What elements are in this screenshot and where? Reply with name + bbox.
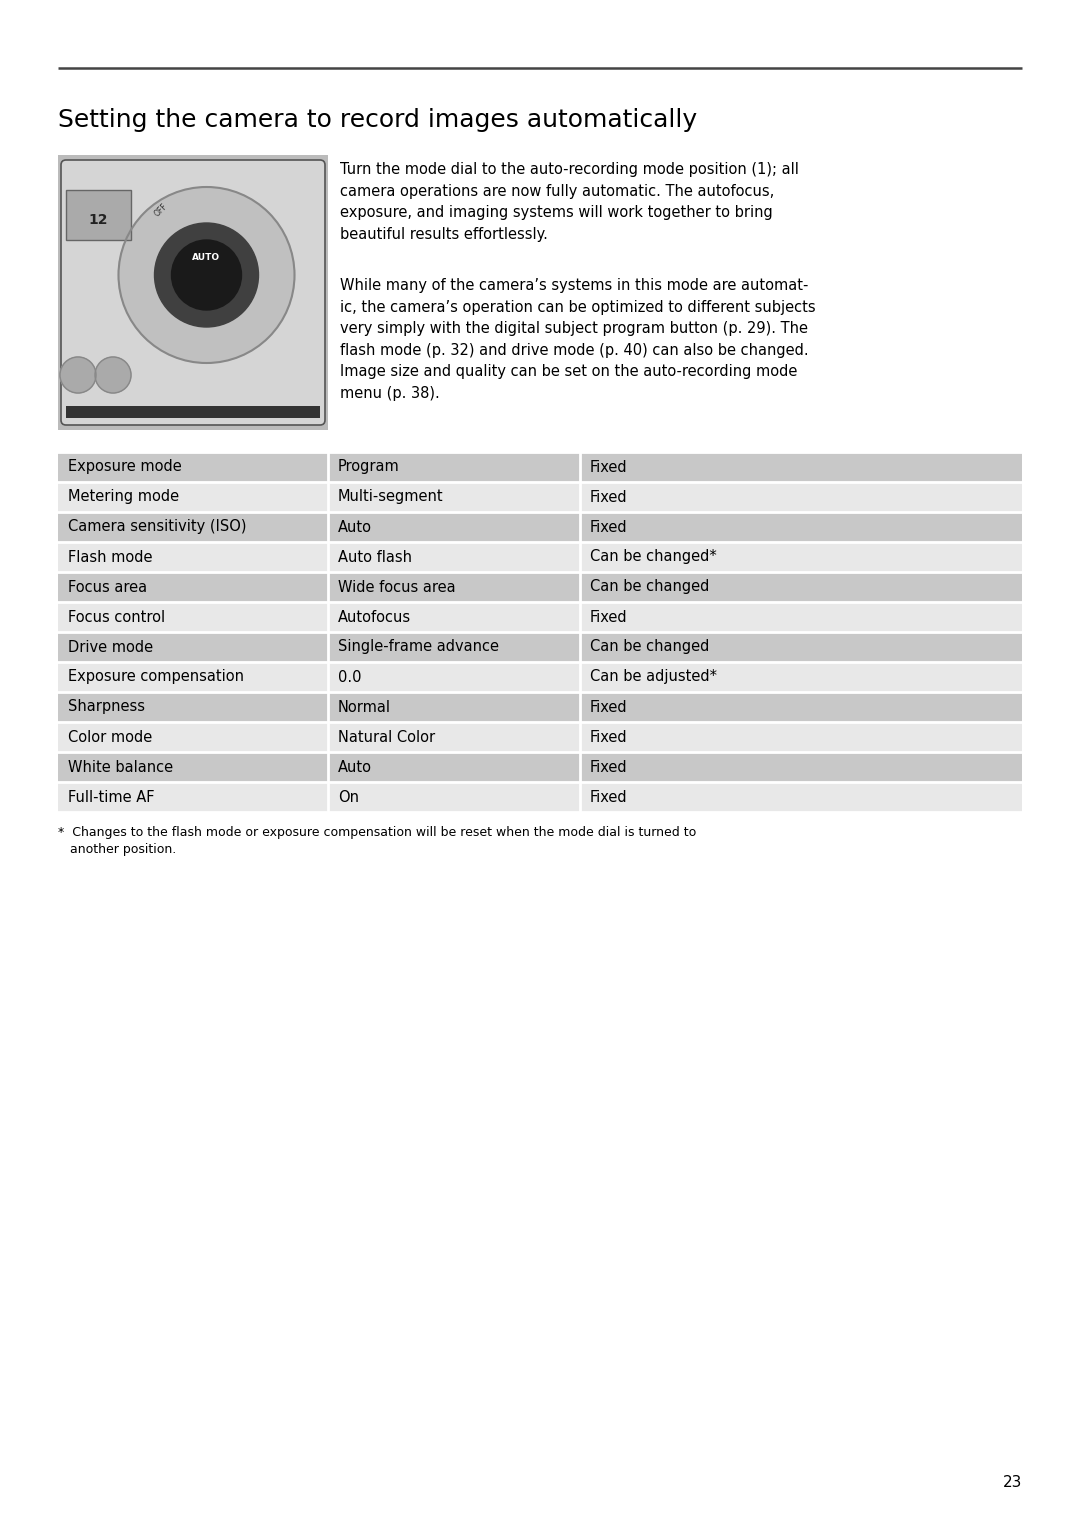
Text: On: On [338, 789, 359, 804]
Text: Turn the mode dial to the auto-recording mode position (1); all
camera operation: Turn the mode dial to the auto-recording… [340, 162, 799, 242]
Bar [58, 154, 328, 430]
Text: While many of the camera’s systems in this mode are automat-
ic, the camera’s op: While many of the camera’s systems in th… [340, 278, 815, 401]
Text: Fixed: Fixed [590, 789, 627, 804]
Text: Wide focus area: Wide focus area [338, 579, 456, 595]
Text: Can be changed: Can be changed [590, 639, 710, 654]
Text: Fixed: Fixed [590, 699, 627, 714]
Bar [58, 722, 1022, 752]
Text: Fixed: Fixed [590, 760, 627, 775]
Bar [58, 512, 1022, 541]
Bar [66, 190, 131, 240]
Text: *  Changes to the flash mode or exposure compensation will be reset when the mod: * Changes to the flash mode or exposure … [58, 826, 697, 856]
Text: Drive mode: Drive mode [68, 639, 153, 654]
Bar [58, 631, 1022, 662]
Text: Can be adjusted*: Can be adjusted* [590, 670, 717, 685]
Text: Program: Program [338, 460, 400, 474]
FancyBboxPatch shape [60, 161, 325, 425]
Bar [58, 662, 1022, 693]
Text: Can be changed: Can be changed [590, 579, 710, 595]
Circle shape [119, 187, 295, 362]
Text: Single-frame advance: Single-frame advance [338, 639, 499, 654]
Text: Fixed: Fixed [590, 460, 627, 474]
Text: Auto: Auto [338, 520, 372, 535]
Text: Metering mode: Metering mode [68, 489, 179, 505]
Bar [66, 407, 320, 417]
Bar [58, 602, 1022, 631]
Text: Auto: Auto [338, 760, 372, 775]
Bar [58, 572, 1022, 602]
Circle shape [172, 240, 242, 310]
Bar [58, 541, 1022, 572]
Text: Sharpness: Sharpness [68, 699, 145, 714]
Text: Flash mode: Flash mode [68, 549, 152, 564]
Text: 0.0: 0.0 [338, 670, 362, 685]
Text: Fixed: Fixed [590, 520, 627, 535]
Circle shape [95, 356, 131, 393]
Text: Can be changed*: Can be changed* [590, 549, 717, 564]
Text: Fixed: Fixed [590, 729, 627, 745]
Text: Auto flash: Auto flash [338, 549, 411, 564]
Bar [58, 482, 1022, 512]
Text: Camera sensitivity (ISO): Camera sensitivity (ISO) [68, 520, 246, 535]
Text: Focus area: Focus area [68, 579, 147, 595]
Text: Fixed: Fixed [590, 489, 627, 505]
Text: 12: 12 [89, 213, 108, 226]
Text: Full-time AF: Full-time AF [68, 789, 154, 804]
Text: White balance: White balance [68, 760, 173, 775]
Text: Natural Color: Natural Color [338, 729, 435, 745]
Text: 23: 23 [1002, 1475, 1022, 1489]
Text: Multi-segment: Multi-segment [338, 489, 444, 505]
Bar [58, 781, 1022, 812]
Text: Focus control: Focus control [68, 610, 165, 624]
Text: Exposure mode: Exposure mode [68, 460, 181, 474]
Text: Setting the camera to record images automatically: Setting the camera to record images auto… [58, 109, 697, 131]
Text: AUTO: AUTO [192, 252, 220, 261]
Bar [58, 693, 1022, 722]
Text: OFF: OFF [153, 202, 170, 219]
Text: Color mode: Color mode [68, 729, 152, 745]
Bar [58, 453, 1022, 482]
Bar [58, 752, 1022, 781]
Text: Normal: Normal [338, 699, 391, 714]
Text: Autofocus: Autofocus [338, 610, 411, 624]
Text: Exposure compensation: Exposure compensation [68, 670, 244, 685]
Circle shape [154, 223, 258, 327]
Circle shape [60, 356, 96, 393]
Text: Fixed: Fixed [590, 610, 627, 624]
